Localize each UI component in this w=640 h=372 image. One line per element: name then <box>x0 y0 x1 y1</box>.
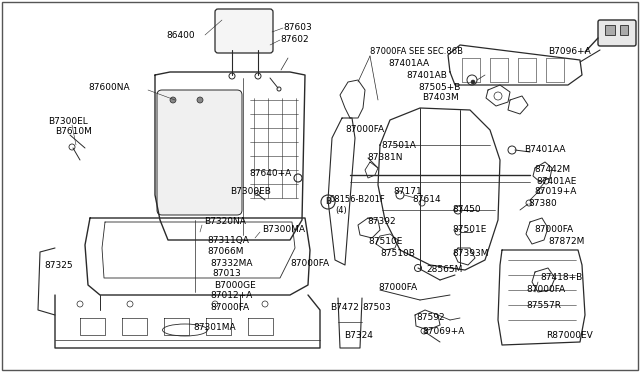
Text: 87380: 87380 <box>528 199 557 208</box>
Text: 87600NA: 87600NA <box>88 83 130 93</box>
Text: 87442M: 87442M <box>534 166 570 174</box>
Text: 86400: 86400 <box>166 31 195 39</box>
Text: 87000FA: 87000FA <box>210 304 249 312</box>
Text: B7610M: B7610M <box>55 128 92 137</box>
Text: B7320NA: B7320NA <box>204 218 246 227</box>
Text: 87381N: 87381N <box>367 154 403 163</box>
Text: R87000EV: R87000EV <box>546 331 593 340</box>
Text: 87505+B: 87505+B <box>418 83 460 92</box>
Text: 87592: 87592 <box>416 314 445 323</box>
Text: 87171: 87171 <box>393 187 422 196</box>
Text: B7324: B7324 <box>344 330 373 340</box>
Text: 87510E: 87510E <box>368 237 403 246</box>
Circle shape <box>471 80 475 84</box>
Text: 87501A: 87501A <box>381 141 416 150</box>
Text: 87311QA: 87311QA <box>207 237 249 246</box>
Text: 87000FA: 87000FA <box>534 225 573 234</box>
Circle shape <box>170 97 176 103</box>
Text: 87640+A: 87640+A <box>249 170 291 179</box>
Text: B7472: B7472 <box>330 304 359 312</box>
Circle shape <box>197 97 203 103</box>
FancyBboxPatch shape <box>157 90 242 215</box>
Text: 87012+A: 87012+A <box>210 292 252 301</box>
Text: B7403M: B7403M <box>422 93 459 103</box>
Text: 87401AB: 87401AB <box>406 71 447 80</box>
Text: 87418+B: 87418+B <box>540 273 582 282</box>
Text: 87872M: 87872M <box>548 237 584 246</box>
Text: 87401AA: 87401AA <box>388 60 429 68</box>
Text: B7300EB: B7300EB <box>230 187 271 196</box>
Text: 87332MA: 87332MA <box>210 259 253 267</box>
Text: 87501E: 87501E <box>452 225 486 234</box>
Text: 87019+A: 87019+A <box>534 187 577 196</box>
Text: 87450: 87450 <box>452 205 481 215</box>
FancyBboxPatch shape <box>215 9 273 53</box>
Text: B7300EL: B7300EL <box>48 116 88 125</box>
Text: 87301MA: 87301MA <box>193 324 236 333</box>
Text: 87557R: 87557R <box>526 301 561 311</box>
Text: B7401AA: B7401AA <box>524 145 566 154</box>
Text: 08156-B201F: 08156-B201F <box>330 196 386 205</box>
Text: 28565M: 28565M <box>426 266 462 275</box>
Text: B: B <box>325 198 331 206</box>
Bar <box>605 25 615 35</box>
Text: 87000FA SEE SEC.86B: 87000FA SEE SEC.86B <box>370 48 463 57</box>
Text: 87000FA: 87000FA <box>345 125 384 135</box>
Text: 87069+A: 87069+A <box>422 327 465 337</box>
Text: B7000GE: B7000GE <box>214 280 256 289</box>
Text: 87066M: 87066M <box>207 247 243 257</box>
Text: B7096+A: B7096+A <box>548 48 591 57</box>
Text: 87614: 87614 <box>412 196 440 205</box>
Text: 87000FA: 87000FA <box>378 283 417 292</box>
Text: 87000FA: 87000FA <box>526 285 565 295</box>
Text: 87000FA: 87000FA <box>290 259 329 267</box>
Text: 87602: 87602 <box>280 35 308 45</box>
Text: 87393M: 87393M <box>452 248 488 257</box>
Text: 87603: 87603 <box>283 23 312 32</box>
Text: 87325: 87325 <box>44 260 72 269</box>
Text: (4): (4) <box>335 206 347 215</box>
Text: 87510B: 87510B <box>380 248 415 257</box>
Text: 87503: 87503 <box>362 304 391 312</box>
Text: 87401AE: 87401AE <box>536 176 577 186</box>
Text: 87392: 87392 <box>367 218 396 227</box>
Bar <box>620 25 628 35</box>
Text: B7300MA: B7300MA <box>262 225 305 234</box>
FancyBboxPatch shape <box>598 20 636 46</box>
Text: 87013: 87013 <box>212 269 241 279</box>
